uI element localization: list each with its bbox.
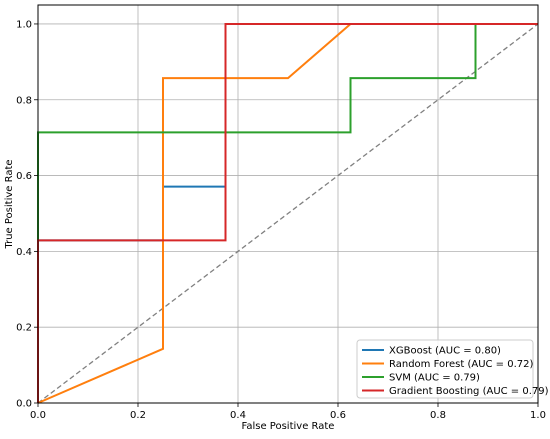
reference-line-layer — [37, 23, 539, 404]
legend-label-4: Gradient Boosting (AUC = 0.79) — [389, 386, 549, 397]
x-tick-label: 0.6 — [330, 410, 346, 421]
y-tick-label: 0.4 — [16, 247, 32, 258]
y-tick-label: 0.8 — [16, 95, 32, 106]
legend-label-3: SVM (AUC = 0.79) — [389, 373, 480, 384]
x-tick-label: 1.0 — [530, 410, 546, 421]
x-tick-label: 0.2 — [130, 410, 146, 421]
legend-label-2: Random Forest (AUC = 0.72) — [389, 359, 533, 370]
x-axis-label: False Positive Rate — [242, 421, 335, 432]
legend: XGBoost (AUC = 0.80) Random Forest (AUC =… — [356, 339, 549, 399]
legend-label-1: XGBoost (AUC = 0.80) — [389, 346, 501, 357]
y-axis-label: True Positive Rate — [4, 159, 15, 249]
y-tick-label: 0.0 — [16, 399, 32, 410]
x-tick-label: 0.0 — [30, 410, 46, 421]
reference-diagonal-line — [37, 23, 539, 404]
y-axis-ticks: 0.0 0.2 0.4 0.6 0.8 1.0 — [16, 19, 38, 410]
x-axis-ticks: 0.0 0.2 0.4 0.6 0.8 1.0 — [30, 403, 546, 421]
legend-items: XGBoost (AUC = 0.80) Random Forest (AUC =… — [362, 346, 549, 397]
legend-box — [356, 339, 534, 399]
y-tick-label: 1.0 — [16, 19, 32, 30]
x-tick-label: 0.4 — [230, 410, 246, 421]
x-tick-label: 0.8 — [430, 410, 446, 421]
y-tick-label: 0.6 — [16, 171, 32, 182]
y-tick-label: 0.2 — [16, 323, 32, 334]
plot-frame — [37, 4, 539, 404]
